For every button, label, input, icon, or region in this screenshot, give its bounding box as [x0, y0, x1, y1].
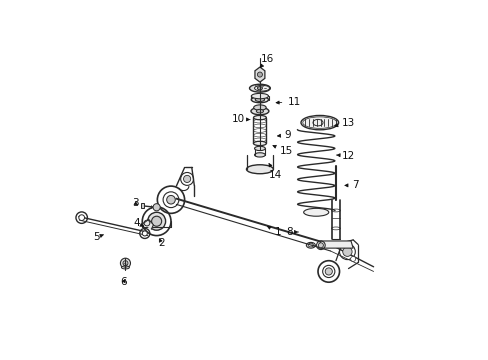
Polygon shape: [254, 67, 264, 82]
Text: 6: 6: [120, 277, 127, 287]
Text: 16: 16: [260, 54, 274, 67]
Text: 13: 13: [334, 118, 354, 128]
Text: 12: 12: [336, 150, 354, 161]
Ellipse shape: [303, 208, 328, 216]
Circle shape: [257, 72, 262, 77]
Text: 8: 8: [285, 227, 298, 237]
Ellipse shape: [251, 96, 268, 103]
Ellipse shape: [253, 105, 265, 110]
Text: 7: 7: [344, 180, 358, 190]
Circle shape: [153, 204, 160, 211]
Circle shape: [350, 256, 355, 261]
Circle shape: [79, 215, 84, 221]
Ellipse shape: [253, 141, 266, 145]
Circle shape: [147, 212, 165, 230]
Text: 11: 11: [276, 97, 300, 107]
Polygon shape: [142, 220, 153, 229]
Text: 5: 5: [93, 232, 103, 242]
Ellipse shape: [254, 146, 265, 150]
Text: 14: 14: [268, 163, 282, 180]
Ellipse shape: [257, 87, 262, 90]
Circle shape: [120, 258, 130, 268]
Ellipse shape: [249, 84, 270, 92]
Ellipse shape: [301, 116, 338, 130]
Text: 2: 2: [158, 238, 164, 248]
Ellipse shape: [250, 108, 268, 115]
Ellipse shape: [246, 165, 273, 174]
Text: 4: 4: [133, 218, 143, 228]
Ellipse shape: [256, 109, 263, 113]
Text: 1: 1: [267, 226, 281, 237]
Circle shape: [166, 195, 175, 204]
Circle shape: [151, 216, 162, 226]
Ellipse shape: [254, 85, 269, 91]
Circle shape: [183, 175, 190, 183]
Polygon shape: [318, 241, 352, 248]
Circle shape: [325, 268, 332, 275]
Text: 10: 10: [231, 114, 250, 124]
Polygon shape: [140, 203, 144, 208]
Circle shape: [142, 231, 147, 236]
Ellipse shape: [254, 153, 265, 157]
Circle shape: [122, 261, 128, 266]
Circle shape: [318, 243, 323, 248]
Ellipse shape: [253, 116, 266, 120]
Text: 3: 3: [132, 198, 138, 208]
Text: 9: 9: [277, 130, 290, 140]
Ellipse shape: [251, 93, 268, 99]
Ellipse shape: [121, 266, 129, 269]
Text: 15: 15: [272, 145, 293, 156]
Circle shape: [338, 242, 343, 247]
Ellipse shape: [255, 98, 264, 102]
Circle shape: [342, 247, 351, 256]
